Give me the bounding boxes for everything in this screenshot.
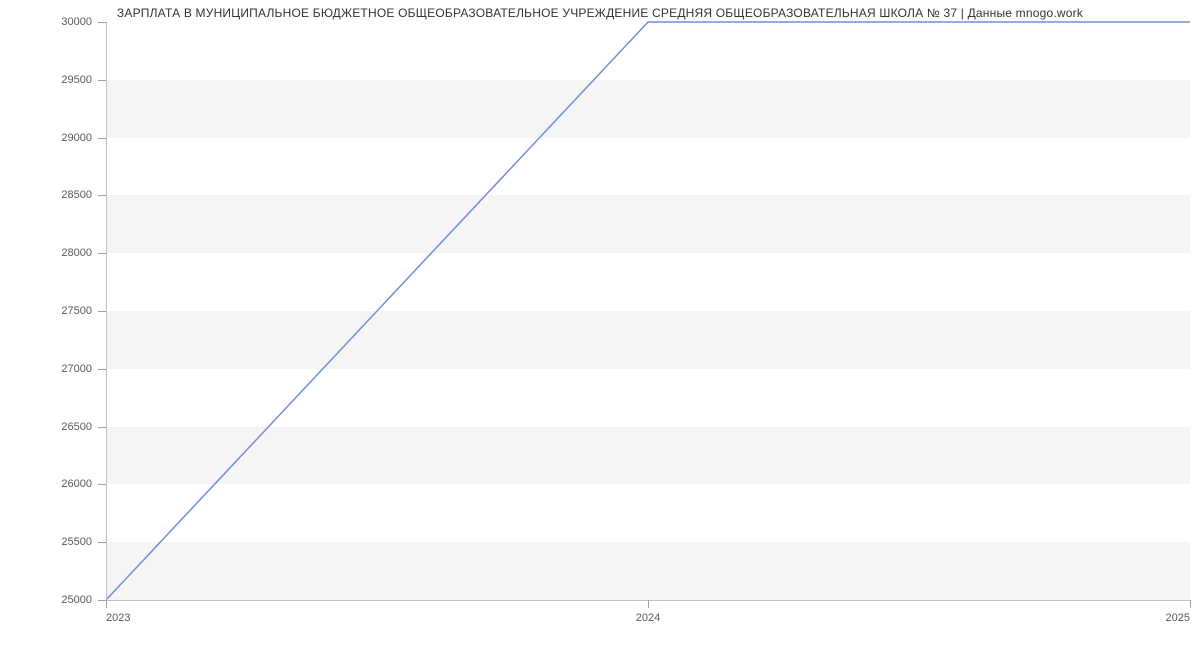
x-tick-mark [1190,600,1191,608]
y-tick-mark [98,542,106,543]
y-tick-mark [98,311,106,312]
plot-area: 2500025500260002650027000275002800028500… [106,22,1190,600]
y-tick-mark [98,484,106,485]
x-tick-label: 2023 [106,612,130,624]
y-tick-label: 29500 [61,74,92,86]
series-line-salary [106,22,1190,600]
y-tick-mark [98,138,106,139]
y-axis-line [106,22,107,600]
x-tick-mark [648,600,649,608]
salary-chart: ЗАРПЛАТА В МУНИЦИПАЛЬНОЕ БЮДЖЕТНОЕ ОБЩЕО… [0,0,1200,650]
y-tick-label: 26500 [61,421,92,433]
line-layer [106,22,1190,600]
y-tick-label: 28000 [61,247,92,259]
y-tick-mark [98,253,106,254]
x-tick-label: 2025 [1166,612,1190,624]
y-tick-label: 30000 [61,16,92,28]
y-tick-label: 25500 [61,536,92,548]
x-tick-mark [106,600,107,608]
y-tick-mark [98,427,106,428]
y-tick-label: 29000 [61,132,92,144]
y-tick-mark [98,22,106,23]
y-tick-label: 28500 [61,189,92,201]
y-tick-label: 27500 [61,305,92,317]
y-tick-mark [98,600,106,601]
y-tick-label: 27000 [61,363,92,375]
y-tick-label: 25000 [61,594,92,606]
y-tick-label: 26000 [61,478,92,490]
y-tick-mark [98,80,106,81]
chart-title: ЗАРПЛАТА В МУНИЦИПАЛЬНОЕ БЮДЖЕТНОЕ ОБЩЕО… [0,6,1200,20]
y-tick-mark [98,195,106,196]
x-tick-label: 2024 [636,612,660,624]
y-tick-mark [98,369,106,370]
